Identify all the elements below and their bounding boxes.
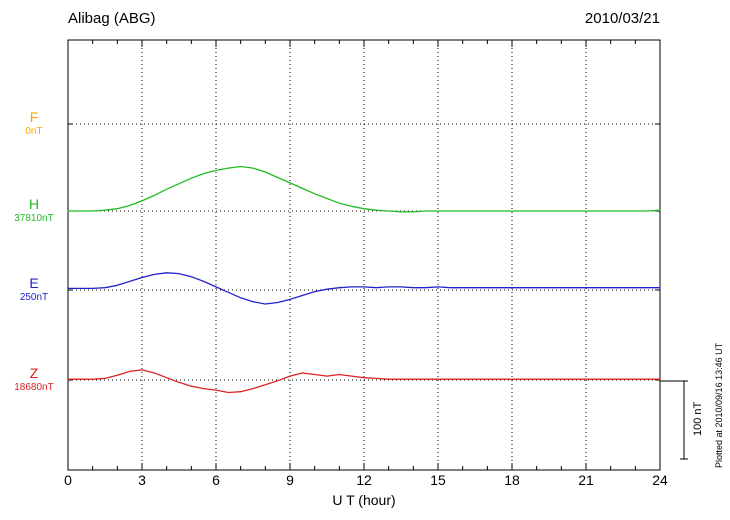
svg-text:0: 0 (64, 472, 72, 488)
svg-text:15: 15 (430, 472, 446, 488)
series-baseline-e: 250nT (19, 292, 49, 303)
series-label-h: H 37810nT (4, 197, 64, 224)
svg-text:3: 3 (138, 472, 146, 488)
svg-text:12: 12 (356, 472, 372, 488)
scale-bar-label: 100 nT (692, 401, 704, 437)
series-name-f: F (29, 109, 39, 125)
series-baseline-z: 18680nT (14, 382, 54, 393)
plot-date: 2010/03/21 (584, 10, 660, 27)
series-label-f: F 0nT (4, 110, 64, 137)
series-name-z: Z (29, 365, 39, 381)
series-label-e: E 250nT (4, 276, 64, 303)
series-name-e: E (29, 275, 39, 291)
series-name-h: H (28, 196, 40, 212)
x-axis-title: U T (hour) (332, 492, 396, 508)
series-baseline-f: 0nT (25, 126, 43, 137)
svg-text:21: 21 (578, 472, 594, 488)
svg-text:9: 9 (286, 472, 294, 488)
svg-text:24: 24 (652, 472, 668, 488)
series-label-z: Z 18680nT (4, 366, 64, 393)
page-title: Alibag (ABG) (68, 10, 156, 27)
svg-text:18: 18 (504, 472, 520, 488)
plot-footnote: Plotted at 2010/09/16 13:46 UT (714, 342, 724, 468)
series-baseline-h: 37810nT (14, 213, 54, 224)
svg-text:6: 6 (212, 472, 220, 488)
